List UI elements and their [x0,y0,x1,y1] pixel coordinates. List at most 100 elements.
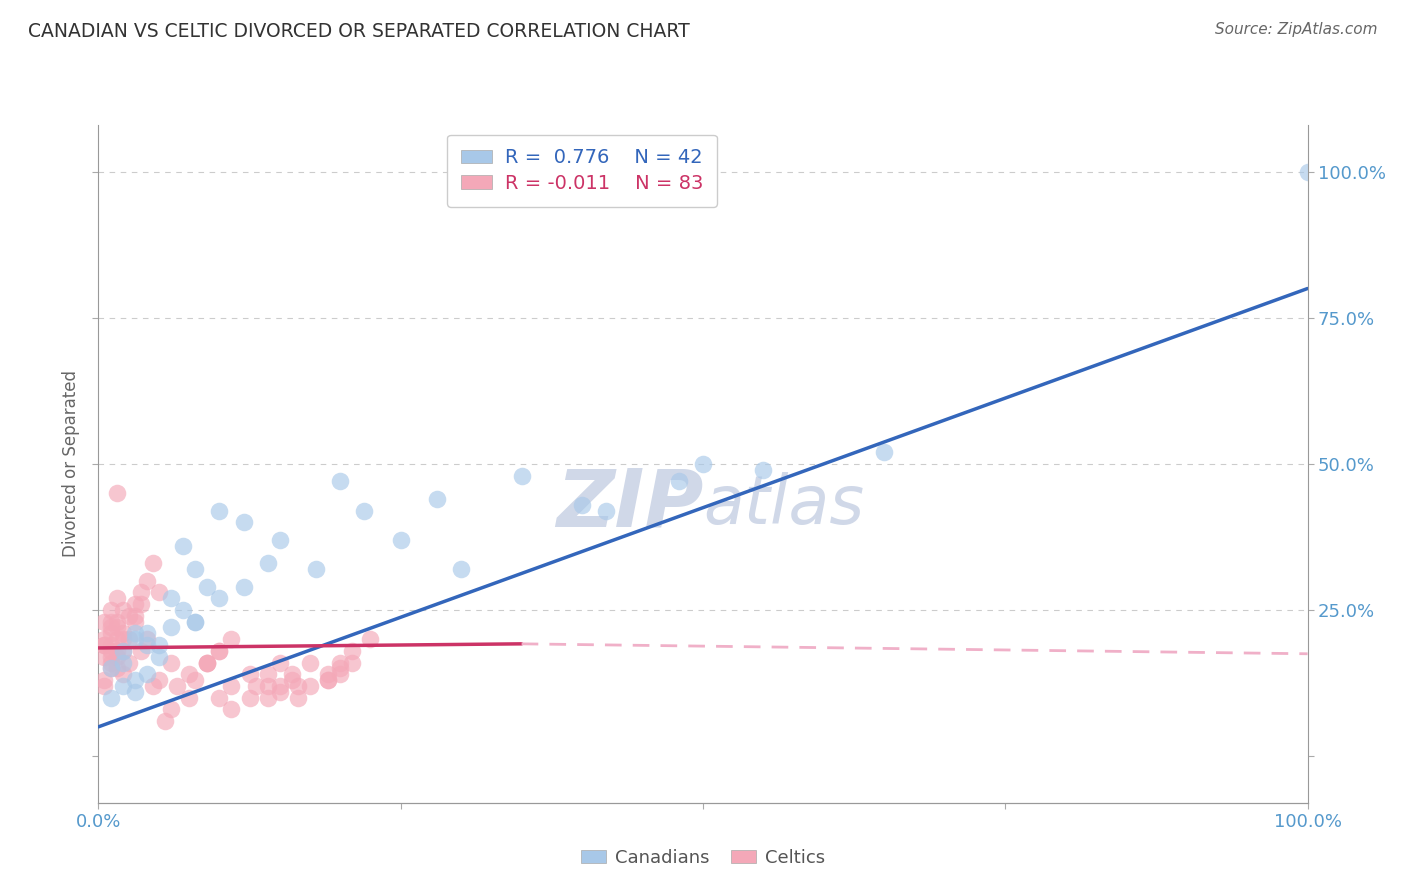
Point [111,603,134,617]
Point [105,632,128,647]
Point [305,562,328,576]
Point [172,603,194,617]
Text: atlas: atlas [703,472,865,538]
Point [135,638,157,652]
Point [245,679,267,693]
Point [148,585,170,599]
Point [239,667,262,681]
Text: ZIP: ZIP [555,466,703,543]
Point [221,702,243,716]
Point [105,620,128,634]
Point [342,656,364,670]
Point [100,626,122,640]
Point [100,661,122,675]
Point [595,503,617,517]
Point [148,673,170,687]
Point [329,475,352,489]
Point [269,679,291,693]
Point [111,667,134,681]
Point [93,679,115,693]
Point [668,475,690,489]
Point [299,679,322,693]
Point [153,714,176,728]
Point [129,597,152,611]
Point [135,574,157,588]
Point [269,685,291,699]
Point [239,690,262,705]
Point [692,457,714,471]
Point [316,667,339,681]
Point [142,679,165,693]
Point [195,656,218,670]
Text: CANADIAN VS CELTIC DIVORCED OR SEPARATED CORRELATION CHART: CANADIAN VS CELTIC DIVORCED OR SEPARATED… [28,22,690,41]
Point [105,661,128,675]
Point [118,656,141,670]
Point [100,615,122,629]
Point [100,620,122,634]
Point [124,597,146,611]
Point [287,690,309,705]
Point [179,690,201,705]
Point [160,656,183,670]
Point [100,649,122,664]
Point [135,626,157,640]
Point [752,463,775,477]
Point [281,673,304,687]
Point [160,702,183,716]
Point [100,638,122,652]
Y-axis label: Divorced or Separated: Divorced or Separated [62,370,80,558]
Point [135,667,157,681]
Point [329,667,352,681]
Point [184,562,207,576]
Point [316,673,339,687]
Point [195,656,218,670]
Point [111,626,134,640]
Point [208,644,231,658]
Point [105,615,128,629]
Point [232,580,254,594]
Point [105,591,128,606]
Point [124,685,146,699]
Point [269,533,291,547]
Point [100,661,122,675]
Point [1296,164,1319,178]
Point [93,632,115,647]
Point [195,580,218,594]
Point [510,468,533,483]
Point [124,632,146,647]
Point [269,656,291,670]
Point [100,690,122,705]
Point [105,644,128,658]
Point [172,539,194,553]
Point [221,679,243,693]
Point [208,503,231,517]
Point [129,585,152,599]
Point [100,603,122,617]
Point [124,673,146,687]
Point [329,656,352,670]
Point [93,638,115,652]
Point [105,649,128,664]
Point [299,656,322,670]
Point [287,679,309,693]
Point [100,656,122,670]
Point [184,615,207,629]
Point [360,632,382,647]
Point [208,690,231,705]
Point [105,486,128,500]
Point [93,615,115,629]
Point [118,632,141,647]
Legend: Canadians, Celtics: Canadians, Celtics [574,842,832,874]
Point [195,656,218,670]
Point [179,667,201,681]
Point [100,644,122,658]
Point [450,562,472,576]
Point [426,491,449,506]
Point [160,620,183,634]
Point [111,632,134,647]
Point [256,679,278,693]
Point [873,445,896,459]
Point [342,644,364,658]
Point [389,533,412,547]
Point [135,632,157,647]
